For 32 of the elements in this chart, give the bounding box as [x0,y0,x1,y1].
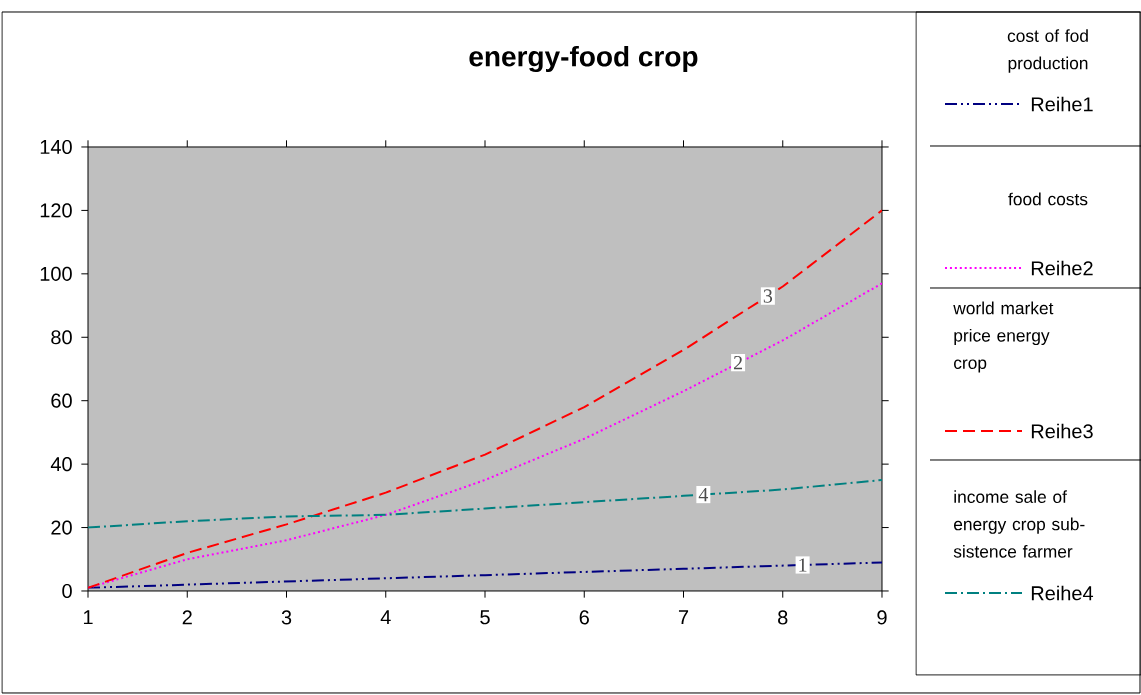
y-tick-label: 20 [51,520,72,535]
x-tick-label: 1 [83,610,93,625]
legend-label: Reihe1 [1031,96,1093,112]
legend-label: Reihe4 [1031,585,1094,601]
chart-title: energy-food crop [469,45,698,73]
line-series [88,478,882,529]
x-tick-label: 4 [380,610,391,625]
x-tick-label: 5 [480,610,490,625]
text: world market price energy crop [953,301,1054,373]
legend-label: Reihe2 [1031,260,1093,276]
y-tick-label: 140 [40,139,72,155]
text: cost of fod production [1007,29,1088,73]
y-tick-label: 100 [40,266,72,281]
text: income sale of energy crop sub-sistence farmer [953,490,1085,558]
y-tick-label: 60 [51,393,72,408]
y-tick-label: 0 [62,583,72,599]
x-tick-label: 9 [877,610,887,625]
y-tick-label: 80 [51,330,72,345]
y-tick-label: 120 [40,203,72,218]
x-tick-label: 6 [579,610,589,625]
y-tick-label: 40 [50,457,72,472]
x-tick-label: 8 [778,610,788,625]
annotation: 2 [733,356,742,370]
annotation: 4 [698,488,709,502]
annotation: 3 [763,289,773,303]
x-tick-label: 3 [281,610,292,625]
x-tick-label: 2 [182,610,192,625]
text: food costs [1008,192,1088,206]
legend-label: Reihe3 [1031,423,1093,439]
line-series [88,209,882,589]
x-tick-label: 7 [678,610,689,625]
annotation: 1 [799,558,807,572]
